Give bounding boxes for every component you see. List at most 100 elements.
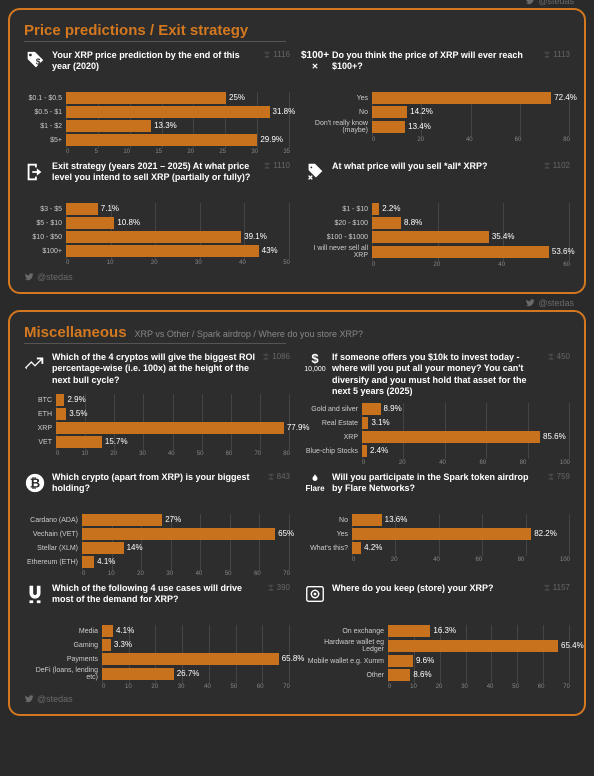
bar-track: 2.2% [372, 203, 570, 215]
bar-row: $0.1 - $0.5 25% [24, 92, 290, 104]
chart-grid: Which of the 4 cryptos will give the big… [24, 352, 570, 690]
bar-track: 29.9% [66, 134, 290, 146]
bar-fill [66, 120, 151, 132]
bar-track: 65.8% [102, 653, 290, 665]
bar-value: 13.3% [154, 120, 177, 132]
bar-track: 31.8% [66, 106, 290, 118]
bar-row: $0.5 - $1 31.8% [24, 106, 290, 118]
bar-track: 4.2% [352, 542, 570, 554]
chart-header: Which of the following 4 use cases will … [24, 583, 290, 619]
bar-track: 14% [82, 542, 290, 554]
vault-icon [304, 583, 326, 605]
chart-votes: 1116 [263, 50, 290, 59]
bar-row: Real Estate 3.1% [304, 417, 570, 429]
bar-value: 27% [165, 514, 181, 526]
bar-fill [102, 639, 111, 651]
bar-value: 43% [262, 245, 278, 257]
bar-row: Vechain (VET) 65% [24, 528, 290, 540]
bars-container: On exchange 16.3% Hardware wallet eg Led… [304, 625, 570, 683]
bar-track: 10.8% [66, 217, 290, 229]
bar-row: Gold and silver 8.9% [304, 403, 570, 415]
bars-container: BTC 2.9% ETH 3.5% XRP [24, 394, 290, 450]
panel: @stedas Price predictions / Exit strateg… [8, 8, 586, 294]
bar-row: $1 - $10 2.2% [304, 203, 570, 215]
svg-text:$: $ [36, 58, 41, 67]
bar-track: 35.4% [372, 231, 570, 243]
bar-value: 82.2% [534, 528, 557, 540]
bar-value: 65.8% [282, 653, 305, 665]
bar-label: Vechain (VET) [24, 531, 82, 538]
bar-fill [66, 92, 226, 104]
chart-header: Where do you keep (store) your XRP? 1157 [304, 583, 570, 619]
bar-label: What's this? [304, 545, 352, 552]
bar-label: $100+ [24, 248, 66, 255]
bar-label: $20 - $100 [304, 220, 372, 227]
bar-row: Payments 65.8% [24, 653, 290, 665]
bar-value: 13.6% [385, 514, 408, 526]
chart-votes: 390 [267, 583, 290, 592]
bar-fill [66, 231, 241, 243]
bar-row: Gaming 3.3% [24, 639, 290, 651]
chart: ₿ Which crypto (apart from XRP) is your … [24, 472, 290, 577]
bar-row: DeFi (loans, lending etc) 26.7% [24, 667, 290, 681]
chart-question: Which of the 4 cryptos will give the big… [52, 352, 256, 386]
bar-fill [372, 106, 407, 118]
chart: Where do you keep (store) your XRP? 1157… [304, 583, 570, 690]
bar-fill [352, 528, 531, 540]
bar-label: Cardano (ADA) [24, 517, 82, 524]
bar-fill [102, 668, 174, 680]
bar-label: No [304, 109, 372, 116]
bar-label: Yes [304, 95, 372, 102]
x-axis: 020406080100 [304, 557, 570, 563]
bar-label: ETH [24, 411, 56, 418]
x-axis: 010203040506070 [24, 571, 290, 577]
bar-track: 26.7% [102, 668, 290, 680]
bar-value: 29.9% [260, 134, 283, 146]
bar-value: 3.1% [371, 417, 389, 429]
exit-icon [24, 161, 46, 183]
twitter-handle-top: @stedas [525, 0, 574, 6]
bar-value: 8.6% [413, 669, 431, 681]
bar-label: $0.5 - $1 [24, 109, 66, 116]
bar-track: 85.6% [362, 431, 570, 443]
twitter-handle-top: @stedas [525, 298, 574, 308]
bar-row: Mobile wallet e.g. Xumm 9.6% [304, 655, 570, 667]
bar-fill [362, 445, 367, 457]
bar-fill [66, 203, 98, 215]
bar-fill [372, 231, 489, 243]
bars-container: $3 - $5 7.1% $5 - $10 10.8% $10 - $50 [24, 203, 290, 259]
x-axis: 020406080100 [304, 460, 570, 466]
bar-value: 39.1% [244, 231, 267, 243]
bar-label: $0.1 - $0.5 [24, 95, 66, 102]
bar-row: Hardware wallet eg Ledger 65.4% [304, 639, 570, 653]
bar-value: 10.8% [117, 217, 140, 229]
panel-subtitle: XRP vs Other / Spark airdrop / Where do … [135, 329, 363, 339]
chart: Flare Will you participate in the Spark … [304, 472, 570, 577]
bar-fill [82, 556, 94, 568]
chart-header: $10,000 If someone offers you $10k to in… [304, 352, 570, 397]
bar-label: Hardware wallet eg Ledger [304, 639, 388, 653]
bar-track: 3.1% [362, 417, 570, 429]
bar-row: $3 - $5 7.1% [24, 203, 290, 215]
bitcoin-icon: ₿ [24, 472, 46, 494]
bar-label: VET [24, 439, 56, 446]
bar-row: $100+ 43% [24, 245, 290, 257]
bar-value: 15.7% [105, 436, 128, 448]
panel-title: Price predictions / Exit strategy [24, 22, 570, 39]
bar-row: $1 - $2 13.3% [24, 120, 290, 132]
bar-fill [372, 121, 405, 133]
bar-label: Don't really know (maybe) [304, 120, 372, 134]
bar-fill [388, 640, 558, 652]
hundred-icon: $100+✕ [304, 50, 326, 72]
bar-value: 31.8% [273, 106, 296, 118]
chart: At what price will you sell *all* XRP? 1… [304, 161, 570, 268]
bar-track: 72.4% [372, 92, 570, 104]
bar-value: 4.1% [116, 625, 134, 637]
bar-row: Stellar (XLM) 14% [24, 542, 290, 554]
x-axis: 010203040506070 [24, 684, 290, 690]
bars-container: $0.1 - $0.5 25% $0.5 - $1 31.8% $1 - $2 [24, 92, 290, 148]
bar-row: What's this? 4.2% [304, 542, 570, 554]
bar-fill [362, 417, 368, 429]
panel-title: Miscellaneous XRP vs Other / Spark airdr… [24, 324, 570, 341]
bar-fill [352, 542, 361, 554]
